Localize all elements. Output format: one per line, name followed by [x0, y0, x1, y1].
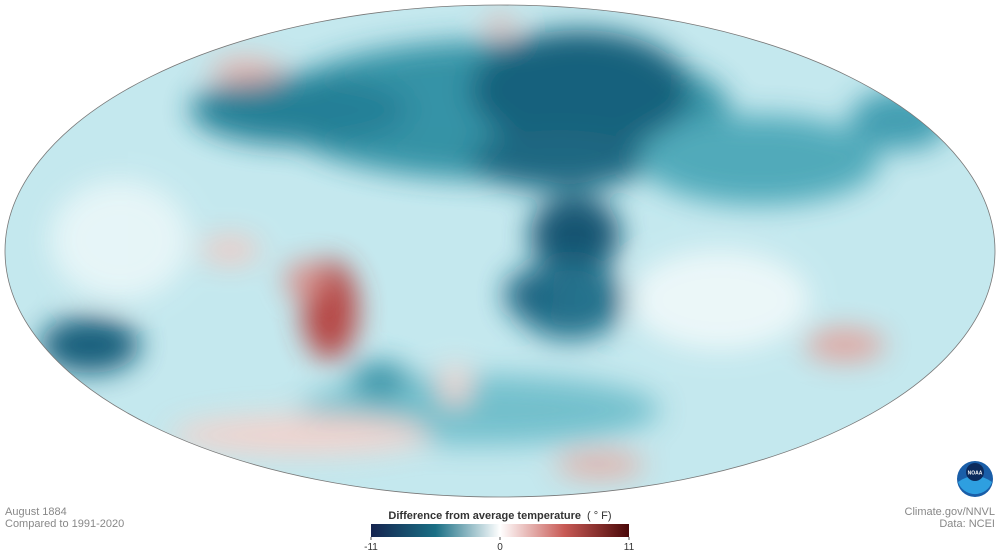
tick-label: 11 [624, 542, 635, 553]
date: August 1884 [5, 506, 67, 518]
tick-label: -11 [364, 542, 378, 553]
legend-title: Difference from average temperature ( ° F… [388, 510, 611, 522]
legend-ticks: -11 0 11 [364, 537, 635, 553]
anomaly-map [5, 5, 995, 497]
legend-unit: ( ° F) [587, 510, 612, 522]
source: Data: NCEI [939, 518, 995, 530]
legend-title-text: Difference from average temperature [388, 510, 581, 522]
globe-outline [4, 4, 996, 498]
baseline: Compared to 1991-2020 [5, 518, 124, 530]
credit: Climate.gov/NNVL [905, 506, 995, 518]
tick-label: 0 [497, 542, 503, 553]
color-scale [371, 524, 629, 537]
logo-text: NOAA [968, 470, 983, 476]
noaa-logo: NOAA [957, 461, 993, 497]
